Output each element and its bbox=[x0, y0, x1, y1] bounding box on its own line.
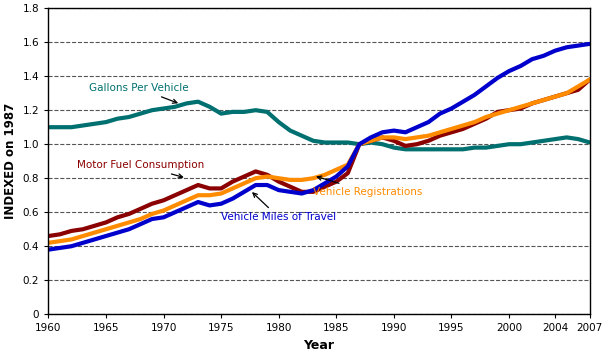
Text: Vehicle Miles of Travel: Vehicle Miles of Travel bbox=[221, 193, 336, 222]
Y-axis label: INDEXED on 1987: INDEXED on 1987 bbox=[4, 103, 17, 219]
Text: Vehicle Registrations: Vehicle Registrations bbox=[313, 176, 422, 197]
Text: Gallons Per Vehicle: Gallons Per Vehicle bbox=[89, 83, 188, 103]
X-axis label: Year: Year bbox=[304, 339, 334, 352]
Text: Motor Fuel Consumption: Motor Fuel Consumption bbox=[77, 161, 205, 178]
